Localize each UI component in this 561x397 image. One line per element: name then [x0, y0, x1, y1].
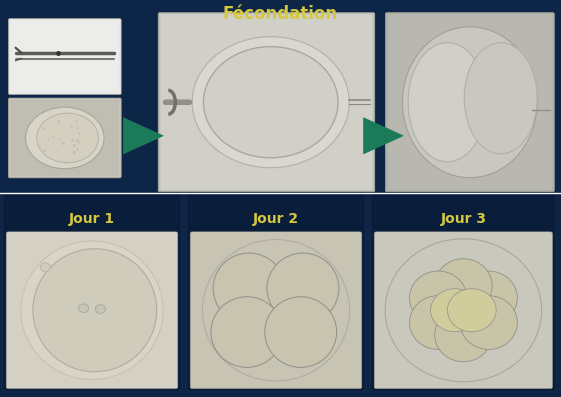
FancyBboxPatch shape	[187, 193, 365, 391]
Ellipse shape	[95, 304, 105, 313]
FancyBboxPatch shape	[158, 13, 375, 192]
Ellipse shape	[431, 289, 479, 332]
Ellipse shape	[21, 241, 163, 380]
Polygon shape	[363, 117, 404, 154]
FancyBboxPatch shape	[3, 193, 181, 391]
FancyBboxPatch shape	[190, 232, 362, 389]
Ellipse shape	[40, 263, 50, 272]
Ellipse shape	[37, 113, 99, 163]
Ellipse shape	[265, 297, 337, 367]
Ellipse shape	[460, 271, 517, 325]
Text: Jour 2: Jour 2	[253, 212, 299, 226]
FancyBboxPatch shape	[8, 19, 121, 94]
Ellipse shape	[410, 296, 467, 349]
FancyBboxPatch shape	[6, 232, 178, 389]
Ellipse shape	[460, 296, 517, 349]
Ellipse shape	[385, 239, 542, 382]
Ellipse shape	[204, 46, 338, 158]
Ellipse shape	[25, 107, 104, 169]
Ellipse shape	[448, 289, 496, 332]
Ellipse shape	[435, 259, 492, 312]
Ellipse shape	[33, 249, 157, 372]
Text: Fécondation: Fécondation	[223, 5, 338, 23]
FancyBboxPatch shape	[160, 14, 373, 190]
FancyBboxPatch shape	[371, 193, 556, 391]
Ellipse shape	[464, 43, 537, 154]
Text: Jour 1: Jour 1	[69, 212, 115, 226]
Ellipse shape	[211, 297, 283, 367]
Ellipse shape	[79, 304, 89, 312]
FancyBboxPatch shape	[11, 100, 119, 176]
FancyBboxPatch shape	[374, 232, 553, 389]
FancyBboxPatch shape	[388, 14, 552, 190]
Text: Jour 3: Jour 3	[440, 212, 486, 226]
FancyBboxPatch shape	[385, 13, 554, 192]
FancyBboxPatch shape	[8, 98, 121, 178]
Ellipse shape	[410, 271, 467, 325]
Ellipse shape	[203, 239, 350, 381]
Ellipse shape	[408, 42, 486, 162]
Ellipse shape	[192, 37, 350, 168]
Polygon shape	[123, 117, 164, 154]
Ellipse shape	[267, 253, 339, 324]
Ellipse shape	[213, 253, 285, 324]
Ellipse shape	[435, 308, 492, 362]
FancyBboxPatch shape	[11, 20, 119, 93]
Ellipse shape	[402, 27, 537, 177]
